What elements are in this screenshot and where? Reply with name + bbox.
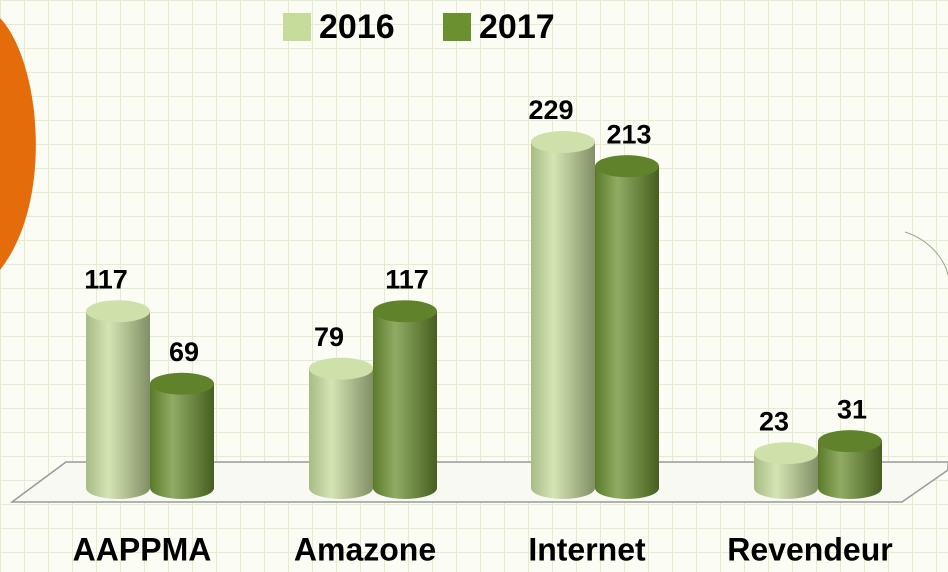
value-label: 213 xyxy=(606,119,651,149)
bar-cap xyxy=(754,442,818,464)
value-label: 79 xyxy=(314,322,344,352)
value-label: 23 xyxy=(759,406,789,436)
bar xyxy=(531,142,595,499)
legend-swatch xyxy=(283,13,311,41)
x-tick-label: Amazone xyxy=(294,531,436,567)
x-tick-label: Internet xyxy=(528,531,646,567)
chart: 117 69 79 117 229 213 23 31 2016 2017 AAPPMA Amazo… xyxy=(0,0,948,572)
x-tick-label: AAPPMA xyxy=(73,531,212,567)
bar-cap xyxy=(595,155,659,177)
x-tick-label: Revendeur xyxy=(727,531,892,567)
bar xyxy=(86,311,150,499)
value-label: 69 xyxy=(169,337,199,367)
bar xyxy=(309,369,373,499)
value-label: 117 xyxy=(385,264,429,294)
bar-cap xyxy=(86,300,150,322)
bar-cap xyxy=(373,300,437,322)
page: {"chart_data": {"type": "bar", "categori… xyxy=(0,0,948,572)
bar-cap xyxy=(309,358,373,380)
bar-cap xyxy=(818,430,882,452)
legend-label: 2017 xyxy=(479,8,555,46)
bar xyxy=(150,384,214,499)
value-label: 117 xyxy=(84,264,128,294)
value-label: 31 xyxy=(837,394,867,424)
bar xyxy=(595,166,659,499)
value-label: 229 xyxy=(528,95,573,125)
legend-label: 2016 xyxy=(319,8,395,46)
bar xyxy=(373,311,437,499)
bar-cap xyxy=(531,131,595,153)
legend-swatch xyxy=(443,13,471,41)
bar-cap xyxy=(150,373,214,395)
